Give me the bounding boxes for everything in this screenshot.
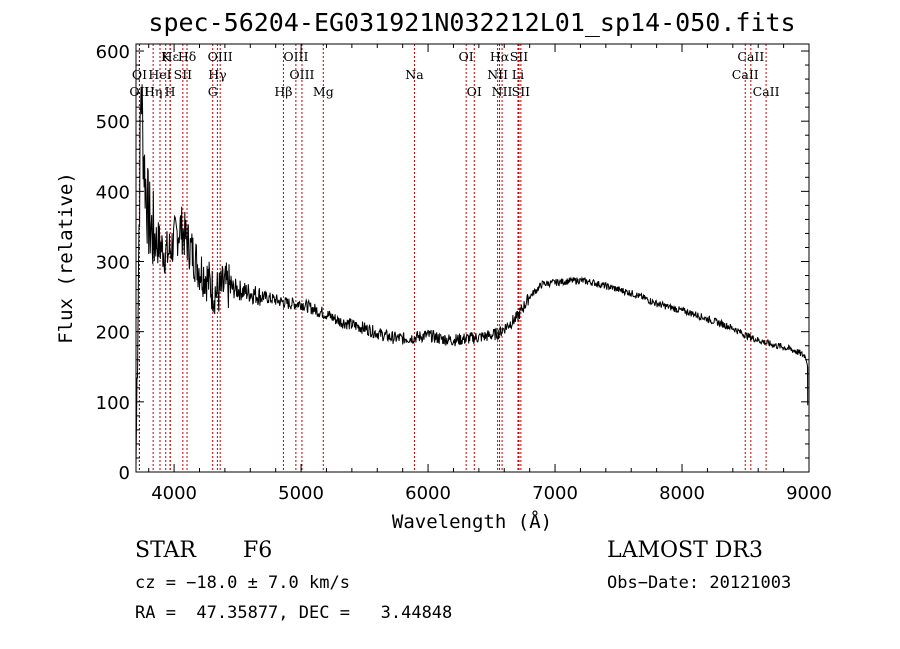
redshift-cz: cz = −18.0 ± 7.0 km/s — [135, 573, 350, 593]
x-tick-label: 6000 — [405, 483, 451, 504]
spectral-line-label: SII — [510, 49, 529, 64]
spectral-line-label: OI — [132, 67, 147, 82]
spectral-line-label: CaII — [732, 67, 759, 82]
y-axis: 0 100 200 300 400 500 600 — [96, 42, 809, 484]
spectral-line-label: Hα — [490, 49, 510, 64]
spectral-line-label: HeI — [148, 67, 171, 82]
x-tick-label: 8000 — [659, 483, 705, 504]
spectral-line-label: Hε — [162, 49, 179, 64]
spectral-line-label: H — [165, 84, 176, 99]
ra-dec: RA = 47.35877, DEC = 3.44848 — [135, 603, 453, 623]
x-tick-label: 7000 — [532, 483, 578, 504]
x-tick-label: 4000 — [151, 483, 197, 504]
y-tick-label: 400 — [96, 182, 130, 203]
spectral-line-label: Hβ — [274, 84, 292, 99]
plot-frame — [135, 43, 810, 473]
spectral-line-label: Li — [512, 67, 524, 82]
y-tick-label: 100 — [96, 393, 130, 414]
y-tick-label: 300 — [96, 253, 130, 274]
spectral-line-label: OIII — [289, 67, 314, 82]
spectral-line-label: Na — [405, 67, 424, 82]
spectrum-series-line — [135, 84, 809, 466]
observation-date: Obs−Date: 20121003 — [607, 573, 792, 593]
spectral-line-label: OIII — [208, 49, 233, 64]
spectral-line-label: OI — [459, 49, 474, 64]
spectral-line-label: NII — [492, 84, 513, 99]
x-axis: 4000 5000 6000 7000 8000 9000 — [148, 44, 832, 504]
spectral-line-label: OIII — [283, 49, 308, 64]
spectral-line-markers — [138, 44, 767, 472]
spectral-line-label: CaII — [753, 84, 780, 99]
x-axis-label: Wavelength (Å) — [392, 510, 552, 533]
y-tick-label: 200 — [96, 323, 130, 344]
spectral-line-label: OII — [129, 84, 149, 99]
chart-title: spec-56204-EG031921N032212L01_sp14-050.f… — [148, 8, 795, 37]
spectral-line-label: CaII — [737, 49, 764, 64]
spectral-line-label: K — [161, 49, 171, 64]
spectral-line-label: Hδ — [178, 49, 196, 64]
object-class: STAR — [135, 538, 196, 563]
y-tick-label: 600 — [96, 42, 130, 63]
y-tick-label: 500 — [96, 112, 130, 133]
spectral-line-label: NII — [487, 67, 508, 82]
spectral-line-label: Hγ — [208, 67, 226, 82]
survey-name: LAMOST DR3 — [607, 538, 763, 563]
spectral-line-label: G — [208, 84, 218, 99]
object-subclass: F6 — [243, 538, 273, 563]
spectral-line-label: SII — [174, 67, 193, 82]
y-tick-label: 0 — [119, 463, 130, 484]
spectral-line-label: OI — [467, 84, 482, 99]
spectral-line-label: Hη — [144, 84, 162, 99]
x-tick-label: 5000 — [278, 483, 324, 504]
spectral-line-label: SII — [512, 84, 531, 99]
x-tick-label: 9000 — [786, 483, 832, 504]
spectral-line-label: Mg — [313, 84, 334, 99]
y-axis-label: Flux (relative) — [55, 172, 77, 344]
